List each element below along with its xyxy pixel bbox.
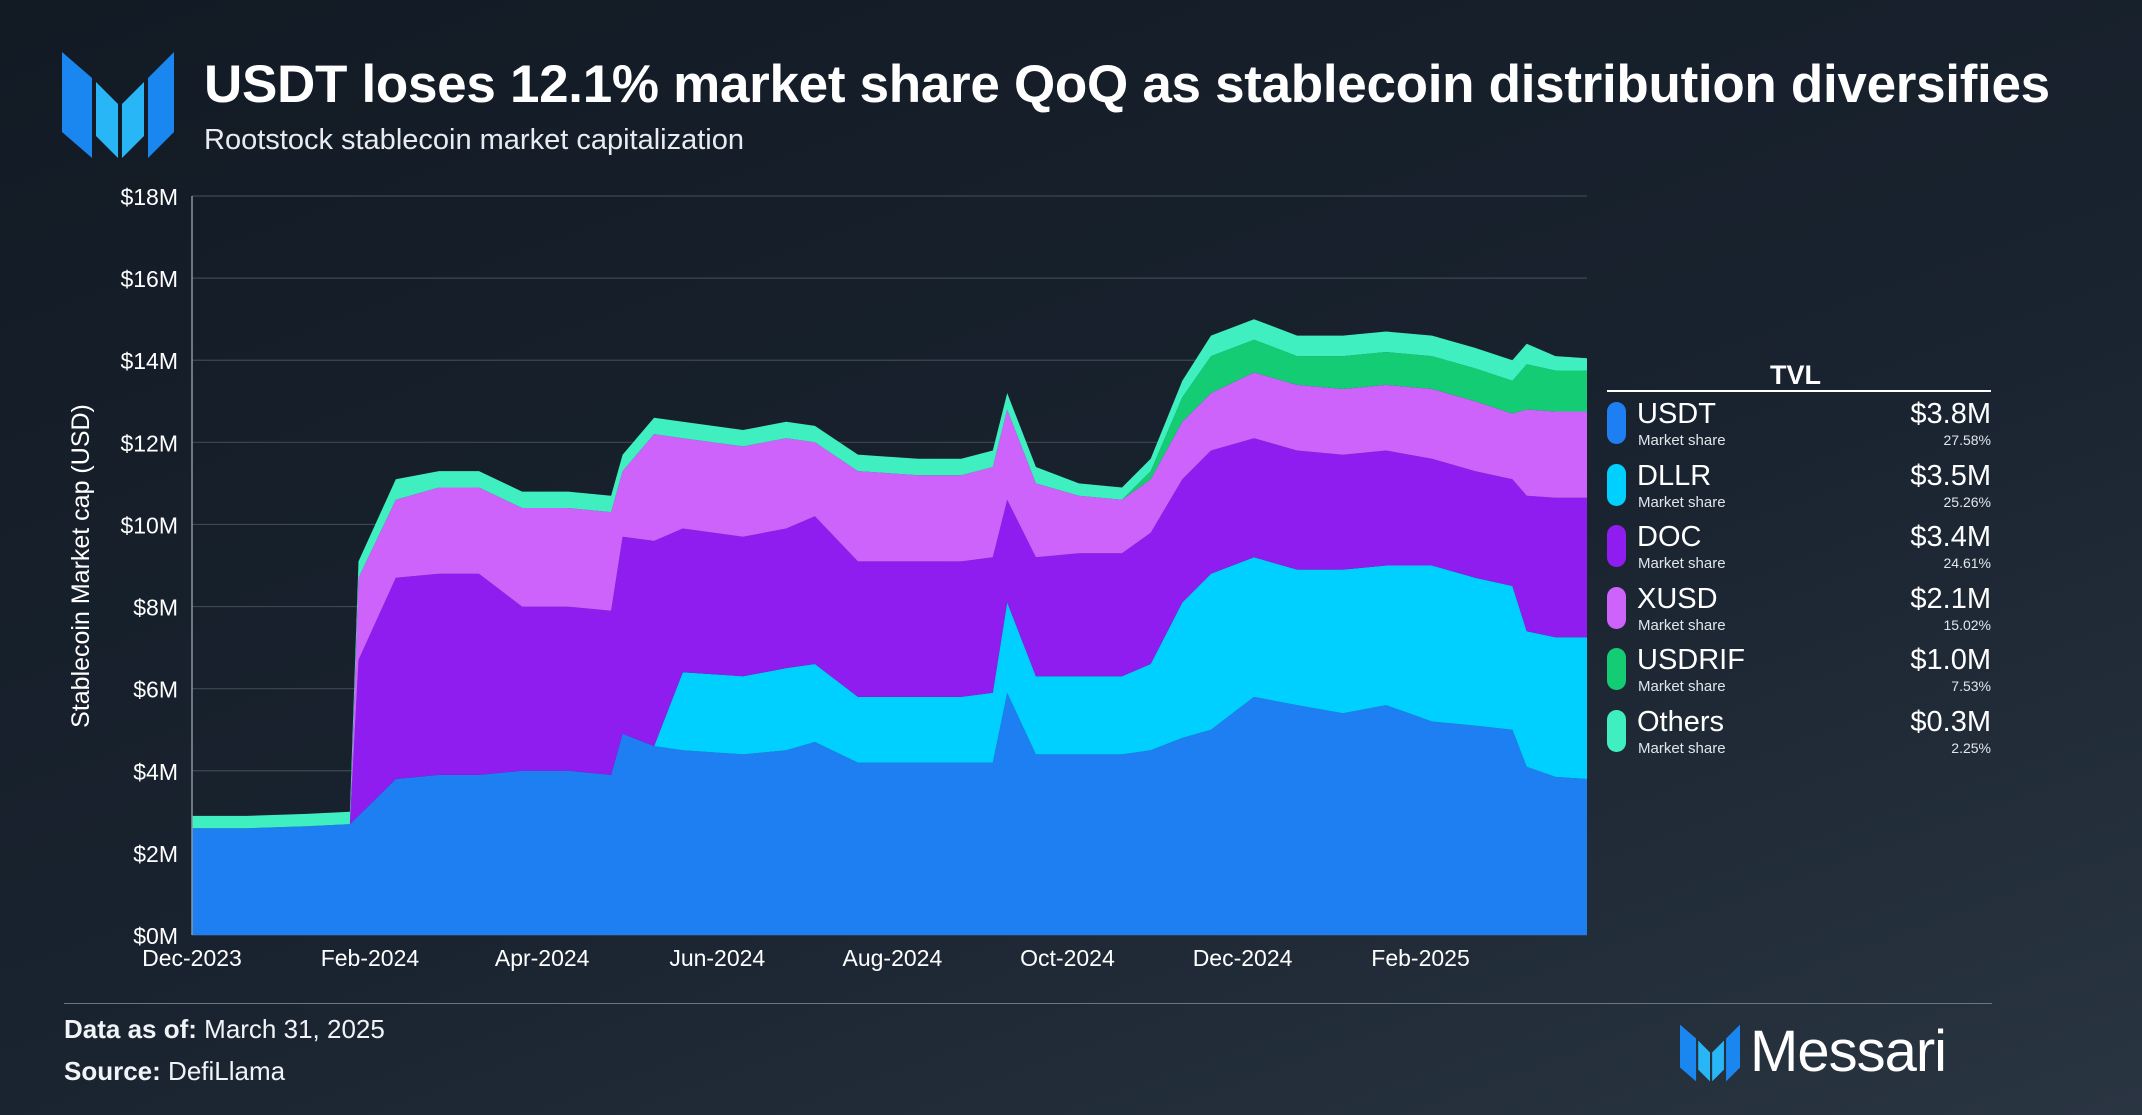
x-tick-label: Feb-2025	[1371, 945, 1469, 971]
source-value: DefiLlama	[168, 1056, 286, 1086]
legend-swatch	[1607, 525, 1626, 568]
legend-name: DLLR	[1637, 459, 1712, 492]
footer-divider	[64, 1003, 1992, 1004]
legend-name: Others	[1637, 705, 1725, 738]
x-tick-label: Apr-2024	[495, 945, 590, 971]
x-tick-label: Feb-2024	[321, 945, 420, 971]
legend-swatch	[1607, 402, 1626, 444]
x-tick-label: Aug-2024	[842, 945, 942, 971]
legend-pct: 25.26%	[1943, 493, 1991, 510]
legend-name: DOC	[1637, 521, 1702, 554]
legend-pct: 27.58%	[1943, 432, 1991, 448]
legend-sub: Market share	[1638, 555, 1726, 573]
legend-sub: Market share	[1638, 678, 1726, 696]
legend-pct: 15.02%	[1943, 616, 1991, 633]
legend-header: TVL	[1770, 360, 1821, 390]
legend-value: $3.4M	[1910, 521, 1991, 554]
source: Source: DefiLlama	[64, 1056, 285, 1087]
legend-sub: Market share	[1638, 493, 1726, 511]
area-usdrif	[192, 339, 1587, 829]
legend-name: USDT	[1637, 398, 1716, 430]
area-dllr	[192, 557, 1587, 829]
y-tick-label: $18M	[120, 184, 178, 210]
y-axis-ticks: $0M $2M $4M $6M $8M $10M $12M $14M $16M $18M	[120, 184, 178, 949]
legend-name: USDRIF	[1637, 644, 1745, 677]
y-tick-label: $10M	[120, 512, 178, 538]
chart-areas	[192, 319, 1587, 935]
x-tick-label: Dec-2023	[142, 945, 242, 971]
chart-title: USDT loses 12.1% market share QoQ as sta…	[204, 55, 2050, 114]
data-as-of-value: March 31, 2025	[204, 1014, 385, 1044]
legend-item-others: Others Market share $0.3M 2.25%	[1607, 706, 1991, 768]
legend-item-dllr: DLLR Market share $3.5M 25.26%	[1607, 460, 1991, 522]
legend-item-xusd: XUSD Market share $2.1M 15.02%	[1607, 583, 1991, 645]
y-axis-label: Stablecoin Market cap (USD)	[67, 404, 95, 728]
area-xusd	[192, 372, 1587, 829]
legend-sub: Market share	[1638, 739, 1726, 757]
brand-logo: Messari	[1680, 1019, 1992, 1084]
legend-swatch	[1607, 463, 1626, 506]
chart-subtitle: Rootstock stablecoin market capitalizati…	[204, 124, 744, 156]
legend: USDT Market share $3.8M 27.58% DLLR Mark…	[1607, 398, 1991, 768]
brand-wordmark: Messari	[1750, 1019, 1947, 1084]
x-axis-ticks: Dec-2023 Feb-2024 Apr-2024 Jun-2024 Aug-2024…	[142, 945, 1470, 971]
area-doc	[192, 438, 1587, 829]
source-label: Source:	[64, 1056, 161, 1086]
x-tick-label: Dec-2024	[1193, 945, 1293, 971]
legend-item-usdrif: USDRIF Market share $1.0M 7.53%	[1607, 644, 1991, 706]
legend-item-usdt: USDT Market share $3.8M 27.58%	[1607, 398, 1991, 460]
y-tick-label: $4M	[133, 759, 178, 785]
legend-pct: 7.53%	[1951, 678, 1991, 695]
legend-pct: 24.61%	[1943, 555, 1991, 572]
y-tick-label: $6M	[133, 677, 178, 703]
legend-sub: Market share	[1638, 616, 1726, 634]
data-as-of-label: Data as of:	[64, 1014, 197, 1044]
y-tick-label: $0M	[133, 923, 178, 949]
x-tick-label: Oct-2024	[1020, 945, 1115, 971]
legend-value: $1.0M	[1910, 644, 1991, 677]
legend-value: $3.8M	[1910, 398, 1991, 430]
messari-brand-icon	[1680, 1024, 1740, 1082]
messari-logo-icon	[62, 52, 174, 158]
y-tick-label: $16M	[120, 266, 178, 292]
legend-name: XUSD	[1637, 582, 1718, 615]
legend-divider	[1607, 390, 1991, 392]
legend-value: $2.1M	[1910, 582, 1991, 615]
legend-value: $0.3M	[1910, 705, 1991, 738]
legend-swatch	[1607, 586, 1626, 629]
legend-value: $3.5M	[1910, 459, 1991, 492]
y-tick-label: $8M	[133, 595, 178, 621]
legend-item-doc: DOC Market share $3.4M 24.61%	[1607, 521, 1991, 583]
data-as-of: Data as of: March 31, 2025	[64, 1014, 385, 1045]
legend-swatch	[1607, 709, 1626, 752]
y-tick-label: $2M	[133, 841, 178, 867]
y-tick-label: $12M	[120, 430, 178, 456]
area-usdt	[192, 692, 1587, 935]
legend-sub: Market share	[1638, 432, 1726, 449]
legend-swatch	[1607, 648, 1626, 691]
x-tick-label: Jun-2024	[669, 945, 765, 971]
legend-pct: 2.25%	[1951, 739, 1991, 756]
y-tick-label: $14M	[120, 348, 178, 374]
